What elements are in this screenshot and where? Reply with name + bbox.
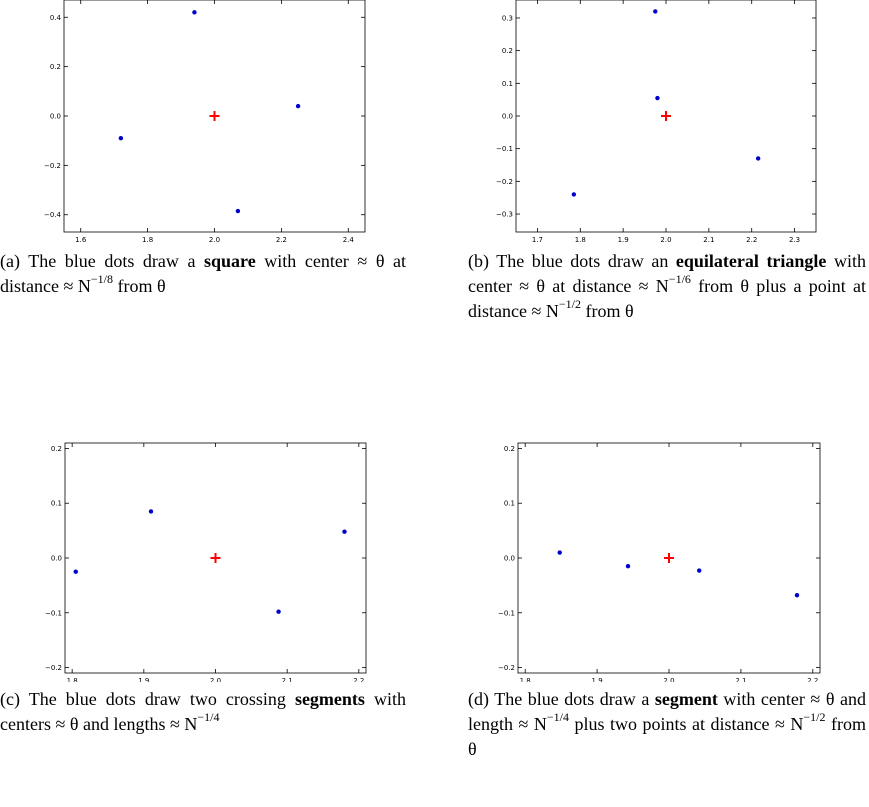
caption-a-exp: −1/8 bbox=[90, 272, 113, 286]
y-tick-label-a-2: 0.0 bbox=[50, 113, 61, 121]
caption-d-tail2: from θ bbox=[468, 714, 866, 759]
x-tick-label-a-0: 1.6 bbox=[75, 236, 87, 244]
caption-b-tail: from θ plus a point at distance ≈ N bbox=[468, 276, 866, 321]
x-tick-label-b-6: 2.3 bbox=[789, 236, 800, 244]
caption-a-tail: from θ bbox=[112, 276, 166, 296]
panel-d: 1.8 1.9 2.0 2.1 2.2 0.2 0.1 0.0 −0.1 −0.2 (d) The… bbox=[464, 432, 869, 807]
x-tick-label-c-3: 2.1 bbox=[282, 677, 293, 682]
caption-d-bold: segment bbox=[654, 689, 718, 709]
x-tick-label-c-1: 1.9 bbox=[138, 677, 149, 682]
caption-b-exp: −1/6 bbox=[668, 272, 691, 286]
y-tick-label-c-2: 0.0 bbox=[51, 555, 62, 563]
data-point-d-2 bbox=[697, 568, 702, 573]
x-tick-label-b-2: 1.9 bbox=[618, 236, 629, 244]
data-point-c-0 bbox=[148, 509, 154, 514]
caption-d-exp: −1/4 bbox=[546, 710, 569, 724]
y-tick-label-d-2: 0.0 bbox=[504, 555, 515, 563]
x-tick-label-b-3: 2.0 bbox=[660, 236, 671, 244]
x-tick-label-c-0: 1.8 bbox=[67, 677, 78, 682]
x-tick-label-a-3: 2.2 bbox=[276, 236, 287, 244]
caption-c-bold: segments bbox=[294, 689, 365, 709]
caption-b-tail2: from θ bbox=[580, 301, 634, 321]
y-tick-label-a-4: −0.4 bbox=[44, 211, 62, 219]
data-point-a-0 bbox=[192, 10, 197, 15]
caption-a-rest: with center ≈ θ at distance ≈ N bbox=[0, 251, 406, 296]
data-point-c-1 bbox=[342, 529, 347, 534]
data-point-a-1 bbox=[295, 103, 301, 109]
x-tick-label-c-4: 2.2 bbox=[353, 677, 364, 682]
data-point-a-2 bbox=[118, 136, 124, 141]
caption-b-bold: equilateral triangle bbox=[675, 251, 827, 271]
x-tick-label-d-3: 2.1 bbox=[735, 677, 746, 682]
y-tick-label-a-1: 0.2 bbox=[50, 63, 61, 71]
caption-c-exp: −1/4 bbox=[197, 710, 220, 724]
caption-d-tail: plus two points at distance ≈ N bbox=[569, 714, 804, 734]
y-tick-label-b-2: 0.1 bbox=[502, 80, 513, 88]
x-tick-label-a-2: 2.0 bbox=[209, 236, 220, 244]
caption-d: (d) The blue dots draw a segment with ce… bbox=[468, 687, 866, 762]
y-tick-label-b-6: −0.3 bbox=[496, 211, 513, 219]
center-marker-a bbox=[209, 111, 220, 121]
caption-b-label: (b) The blue dots draw an bbox=[468, 251, 676, 271]
y-tick-label-c-4: −0.2 bbox=[45, 664, 62, 672]
panel-a: 1.6 1.8 2.0 2.2 2.4 0.4 0.2 0.0 −0.2 −0.4 (a) The… bbox=[0, 0, 406, 330]
y-tick-label-b-1: 0.2 bbox=[502, 47, 513, 55]
x-tick-label-a-4: 2.4 bbox=[343, 236, 355, 244]
x-tick-label-b-1: 1.8 bbox=[575, 236, 586, 244]
data-point-d-0 bbox=[557, 550, 562, 555]
scatter-plot-c: 1.8 1.9 2.0 2.1 2.2 0.2 0.1 0.0 −0.1 −0.2 bbox=[45, 442, 367, 682]
caption-c: (c) The blue dots draw two crossing segm… bbox=[0, 687, 406, 737]
x-tick-label-d-0: 1.8 bbox=[520, 677, 531, 682]
scatter-plot-a: 1.6 1.8 2.0 2.2 2.4 0.4 0.2 0.0 −0.2 −0.4 bbox=[44, 0, 366, 244]
x-tick-label-b-4: 2.1 bbox=[703, 236, 714, 244]
y-tick-label-a-0: 0.4 bbox=[50, 14, 62, 22]
center-marker-b bbox=[661, 111, 671, 121]
x-tick-label-b-0: 1.7 bbox=[532, 236, 543, 244]
y-tick-label-b-4: −0.1 bbox=[496, 145, 513, 153]
caption-c-label: (c) The blue dots draw two crossing bbox=[0, 689, 295, 709]
y-tick-label-d-3: −0.1 bbox=[498, 609, 515, 617]
y-tick-label-c-0: 0.2 bbox=[51, 445, 62, 453]
data-point-d-1 bbox=[625, 564, 631, 569]
data-point-c-3 bbox=[276, 609, 281, 614]
x-tick-label-c-2: 2.0 bbox=[210, 677, 221, 682]
y-tick-label-d-4: −0.2 bbox=[498, 664, 515, 672]
y-tick-label-c-3: −0.1 bbox=[45, 609, 62, 617]
caption-d-rest: with center ≈ θ and length ≈ N bbox=[468, 689, 866, 734]
y-tick-label-d-1: 0.1 bbox=[504, 500, 515, 508]
caption-b: (b) The blue dots draw an equilateral tr… bbox=[468, 249, 866, 324]
data-point-d-3 bbox=[794, 593, 800, 598]
x-tick-label-a-1: 1.8 bbox=[142, 236, 153, 244]
x-tick-label-d-4: 2.2 bbox=[807, 677, 818, 682]
y-tick-label-b-0: 0.3 bbox=[502, 14, 513, 22]
center-marker-d bbox=[664, 553, 674, 563]
caption-d-label: (d) The blue dots draw a bbox=[468, 689, 655, 709]
caption-a-bold: square bbox=[204, 251, 256, 271]
data-point-b-0 bbox=[653, 9, 658, 14]
y-tick-label-c-1: 0.1 bbox=[51, 500, 62, 508]
scatter-plot-d: 1.8 1.9 2.0 2.1 2.2 0.2 0.1 0.0 −0.1 −0.2 bbox=[498, 442, 821, 682]
x-tick-label-d-2: 2.0 bbox=[663, 677, 674, 682]
y-tick-label-d-0: 0.2 bbox=[504, 445, 515, 453]
data-point-a-3 bbox=[235, 208, 241, 214]
caption-a-label: (a) The blue dots draw a bbox=[0, 251, 205, 271]
panel-b: 1.7 1.8 1.9 2.0 2.1 2.2 2.3 0.3 0.2 0.1 0.0 −0.1 −0.… bbox=[464, 0, 869, 400]
caption-b-exp2: −1/2 bbox=[558, 297, 581, 311]
caption-d-exp2: −1/2 bbox=[803, 710, 826, 724]
caption-b-rest: with center ≈ θ at distance ≈ N bbox=[468, 251, 866, 296]
x-tick-label-d-1: 1.9 bbox=[592, 677, 603, 682]
y-tick-label-b-5: −0.2 bbox=[496, 178, 513, 186]
caption-c-rest: with centers ≈ θ and lengths ≈ N bbox=[0, 689, 406, 734]
center-marker-c bbox=[210, 553, 221, 563]
scatter-plot-b: 1.7 1.8 1.9 2.0 2.1 2.2 2.3 0.3 0.2 0.1 0.0 −0.1 −0.… bbox=[496, 0, 817, 244]
data-point-c-2 bbox=[73, 569, 78, 574]
y-tick-label-a-3: −0.2 bbox=[44, 162, 61, 170]
data-point-b-3 bbox=[571, 192, 577, 197]
y-tick-label-b-3: 0.0 bbox=[502, 113, 513, 121]
caption-a: (a) The blue dots draw a square with cen… bbox=[0, 249, 406, 299]
panel-c: 1.8 1.9 2.0 2.1 2.2 0.2 0.1 0.0 −0.1 −0.2 (c) The… bbox=[0, 432, 406, 807]
data-point-b-1 bbox=[655, 95, 660, 101]
data-point-b-2 bbox=[755, 156, 761, 161]
x-tick-label-b-5: 2.2 bbox=[746, 236, 757, 244]
